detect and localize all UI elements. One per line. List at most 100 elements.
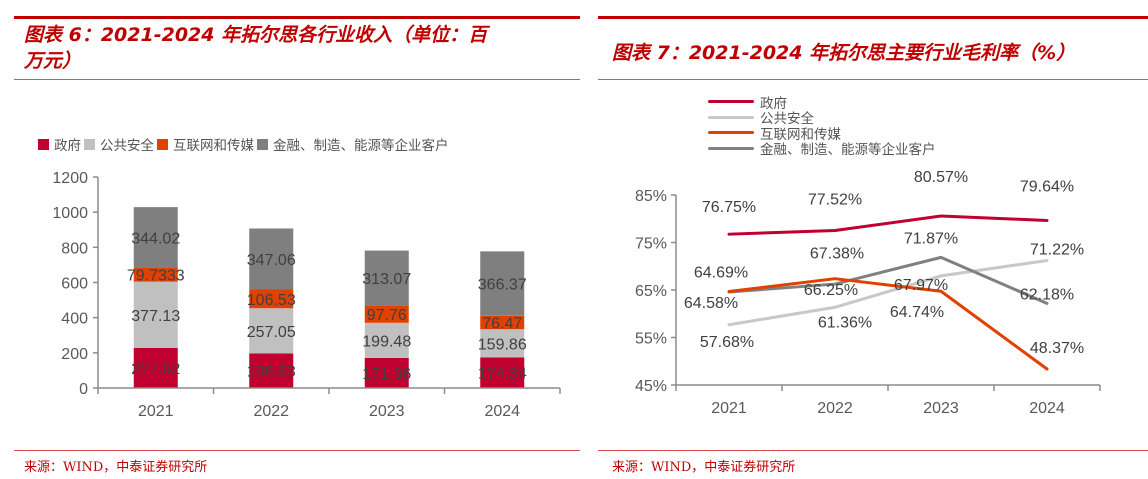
legend-item: 政府	[708, 94, 936, 112]
legend-label: 互联网和传媒	[760, 126, 841, 143]
revenue-chart-title: 图表 6：2021-2024 年拓尔思各行业收入（单位：百 万元）	[24, 22, 487, 74]
legend-label: 金融、制造、能源等企业客户	[760, 142, 936, 159]
series-line	[727, 277, 1049, 371]
data-label: 227.82	[131, 361, 180, 378]
data-label: 76.47	[482, 316, 522, 333]
margin-chart-title: 图表 7：2021-2024 年拓尔思主要行业毛利率（%）	[612, 42, 1076, 64]
y-tick-label: 0	[79, 381, 88, 398]
bar-segment	[364, 357, 409, 388]
legend-label: 公共安全	[760, 111, 814, 128]
data-label: 67.97%	[894, 277, 948, 294]
source-note: 来源：WIND，中泰证券研究所	[24, 460, 208, 475]
data-label: 48.37%	[1030, 340, 1084, 357]
x-tick-label: 2021	[138, 403, 174, 420]
legend-item: 金融、制造、能源等企业客户	[708, 141, 936, 159]
legend-item: 金融、制造、能源等企业客户	[257, 134, 449, 154]
series-line	[727, 258, 1049, 327]
data-label: 199.48	[362, 333, 411, 350]
data-label: 97.76	[367, 307, 407, 324]
title-bottom-rule	[14, 79, 580, 80]
data-label: 64.58%	[684, 295, 738, 312]
y-tick-label: 1000	[52, 205, 88, 222]
title-bottom-rule	[598, 79, 1148, 80]
bar-segment	[249, 353, 294, 388]
legend-line-swatch	[708, 100, 754, 104]
margin-legend: 政府 公共安全 互联网和传媒 金融、制造、能源等企业客户	[708, 94, 936, 159]
data-label: 66.25%	[804, 282, 858, 299]
source-note: 来源：WIND，中泰证券研究所	[612, 460, 796, 475]
legend-item: 公共安全	[708, 110, 936, 128]
data-label: 159.86	[478, 336, 527, 353]
bar-segment	[249, 308, 294, 354]
legend-label: 政府	[760, 95, 787, 112]
data-label: 171.36	[362, 366, 411, 383]
data-label: 257.05	[247, 324, 296, 341]
data-label: 62.18%	[1020, 286, 1074, 303]
legend-item: 互联网和传媒	[157, 134, 254, 154]
data-label: 67.38%	[810, 246, 864, 263]
title-line-1: 图表 6：2021-2024 年拓尔思各行业收入（单位：百	[24, 24, 488, 46]
y-tick-label: 800	[61, 240, 88, 257]
data-label: 80.57%	[914, 169, 968, 186]
revenue-panel: 图表 6：2021-2024 年拓尔思各行业收入（单位：百 万元） 政府 公共安全…	[14, 16, 580, 475]
legend-line-swatch	[708, 146, 754, 150]
series-line	[727, 255, 1049, 305]
legend-swatch	[38, 138, 49, 150]
data-label: 366.37	[478, 277, 527, 294]
data-label: 377.13	[131, 308, 180, 325]
data-label: 64.74%	[890, 304, 944, 321]
title-line-2: 万元）	[24, 50, 82, 72]
bar-segment	[249, 289, 294, 309]
x-tick-label: 2023	[369, 403, 405, 420]
bar-segment	[480, 357, 525, 388]
x-tick-label: 2024	[1029, 400, 1065, 417]
data-label: 79.7333	[127, 268, 185, 285]
data-label: 76.75%	[702, 199, 756, 216]
x-tick-label: 2022	[253, 403, 289, 420]
bar-segment	[364, 250, 409, 306]
title-top-rule	[598, 16, 1148, 19]
data-label: 71.87%	[904, 230, 958, 247]
x-tick-label: 2022	[817, 400, 853, 417]
y-tick-label: 600	[61, 276, 88, 293]
title-top-rule	[14, 16, 580, 19]
source-rule	[14, 450, 580, 451]
legend-item: 公共安全	[84, 134, 154, 154]
data-label: 106.53	[247, 292, 296, 309]
y-tick-label: 75%	[635, 236, 667, 253]
y-tick-label: 85%	[635, 188, 667, 205]
bar-segment	[133, 347, 178, 388]
bar-segment	[249, 228, 294, 290]
data-label: 313.07	[362, 271, 411, 288]
legend-line-swatch	[708, 131, 754, 135]
data-label: 61.36%	[818, 314, 872, 331]
bar-segment	[133, 207, 178, 268]
legend-swatch	[84, 138, 95, 150]
legend-item: 互联网和传媒	[708, 125, 936, 143]
data-label: 196.63	[247, 364, 296, 381]
bar-segment	[133, 281, 178, 348]
revenue-stacked-bar-chart: 227.82 377.13 79.7333 344.02 2021 196.63 257.0…	[52, 170, 561, 420]
legend-swatch	[157, 138, 168, 150]
x-tick-label: 2021	[711, 400, 747, 417]
series-line	[727, 214, 1049, 236]
legend-label: 互联网和传媒	[173, 138, 254, 154]
source-rule	[598, 450, 1148, 451]
x-tick-label: 2023	[923, 400, 959, 417]
bar-segment	[133, 267, 178, 282]
data-label: 344.02	[131, 230, 180, 247]
y-tick-label: 400	[61, 311, 88, 328]
bar-segment	[480, 315, 525, 330]
bar-segment	[364, 305, 409, 323]
data-label: 347.06	[247, 252, 296, 269]
legend-item: 政府	[38, 134, 81, 154]
bar-segment	[364, 322, 409, 358]
data-label: 77.52%	[808, 192, 862, 209]
margin-line-chart: 45% 55% 65% 75% 85% 2021 2022 2023 2024 76.75% 77.…	[635, 169, 1101, 417]
data-label: 64.69%	[694, 264, 748, 281]
data-label: 79.64%	[1020, 178, 1074, 195]
legend-label: 政府	[54, 138, 81, 154]
legend-label: 金融、制造、能源等企业客户	[273, 138, 449, 154]
y-tick-label: 1200	[52, 170, 88, 187]
x-tick-label: 2024	[484, 403, 520, 420]
